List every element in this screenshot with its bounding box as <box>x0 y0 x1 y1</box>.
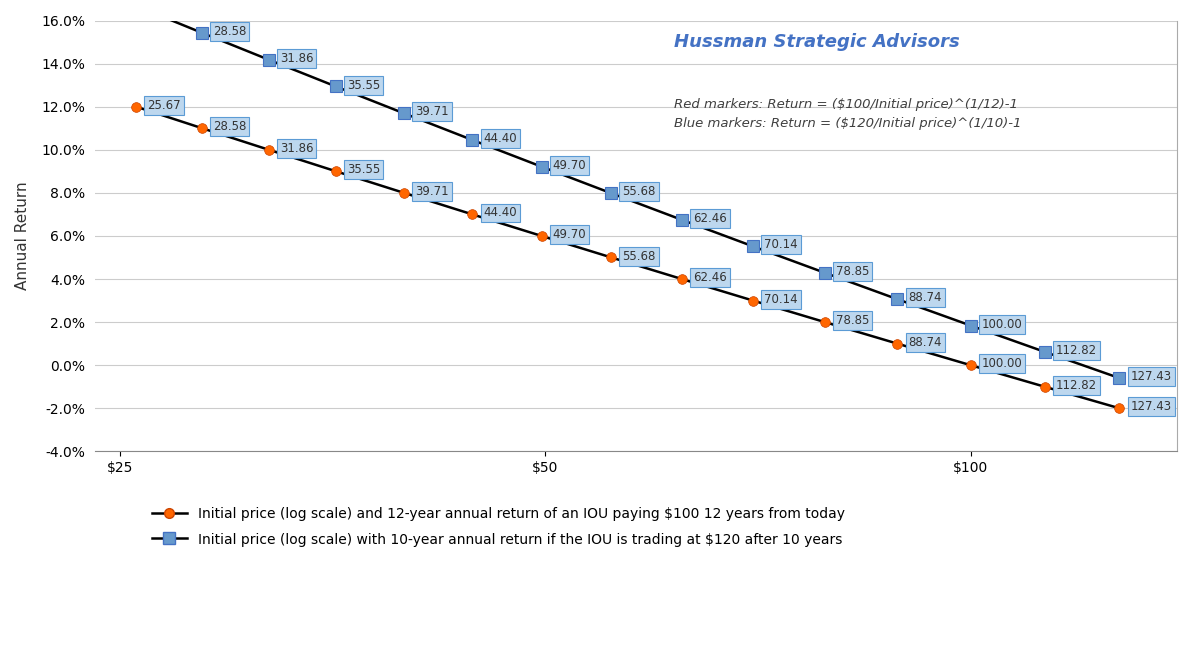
Text: 78.85: 78.85 <box>836 265 869 278</box>
Text: 44.40: 44.40 <box>484 206 517 220</box>
Text: 31.86: 31.86 <box>280 142 313 155</box>
Text: 100.00: 100.00 <box>982 358 1023 370</box>
Text: 39.71: 39.71 <box>415 185 448 198</box>
Text: 28.58: 28.58 <box>213 25 246 38</box>
Text: 44.40: 44.40 <box>484 132 517 145</box>
Text: 70.14: 70.14 <box>764 293 798 306</box>
Text: 35.55: 35.55 <box>347 163 380 176</box>
Text: 62.46: 62.46 <box>693 271 727 284</box>
Text: 112.82: 112.82 <box>1056 344 1097 357</box>
Text: 39.71: 39.71 <box>415 106 448 118</box>
Text: 55.68: 55.68 <box>623 185 656 198</box>
Text: 25.67: 25.67 <box>147 99 180 112</box>
Text: Hussman Strategic Advisors: Hussman Strategic Advisors <box>674 34 960 52</box>
Text: 88.74: 88.74 <box>908 336 942 349</box>
Text: 112.82: 112.82 <box>1056 379 1097 392</box>
Text: 49.70: 49.70 <box>553 228 587 241</box>
Text: 35.55: 35.55 <box>347 79 380 91</box>
Legend: Initial price (log scale) and 12-year annual return of an IOU paying $100 12 yea: Initial price (log scale) and 12-year an… <box>145 500 852 554</box>
Text: 127.43: 127.43 <box>1130 370 1171 383</box>
Text: 28.58: 28.58 <box>213 120 246 133</box>
Text: 127.43: 127.43 <box>1130 401 1171 413</box>
Text: 49.70: 49.70 <box>553 159 587 172</box>
Text: 55.68: 55.68 <box>623 249 656 263</box>
Text: 31.86: 31.86 <box>280 52 313 65</box>
Y-axis label: Annual Return: Annual Return <box>16 181 30 290</box>
Text: 100.00: 100.00 <box>982 318 1023 331</box>
Text: 78.85: 78.85 <box>836 314 869 327</box>
Text: 70.14: 70.14 <box>764 239 798 251</box>
Text: Red markers: Return = ($100/Initial price)^(1/12)-1
Blue markers: Return = ($120: Red markers: Return = ($100/Initial pric… <box>674 98 1022 130</box>
Text: 62.46: 62.46 <box>693 212 727 225</box>
Text: 88.74: 88.74 <box>908 291 942 304</box>
